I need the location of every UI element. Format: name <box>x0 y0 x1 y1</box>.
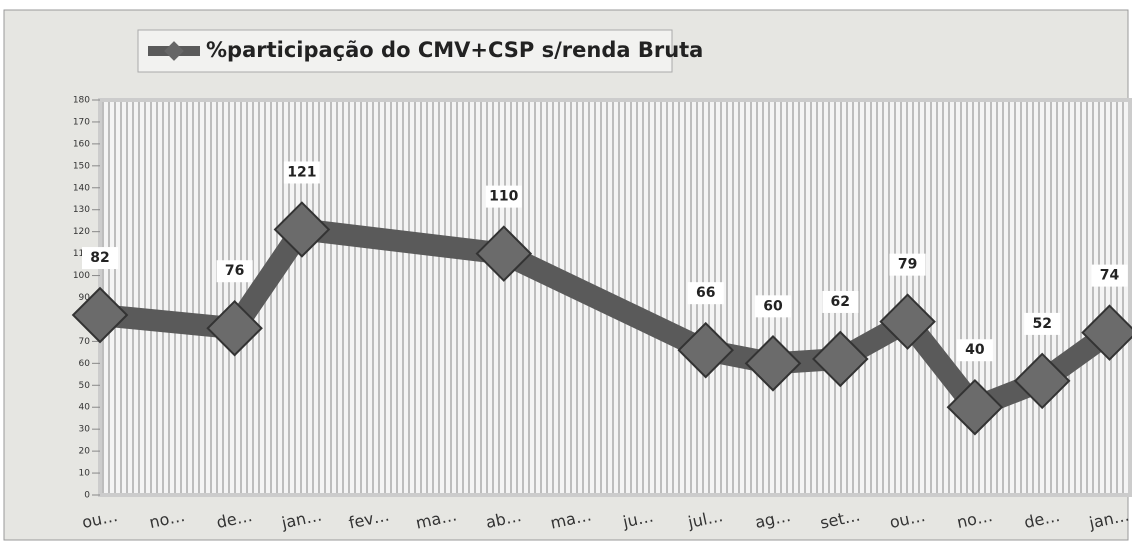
point-marker <box>206 299 263 357</box>
y-tick-label: 50 <box>79 381 91 391</box>
y-tick-label: 100 <box>73 271 90 281</box>
point-marker <box>879 293 936 350</box>
point-marker <box>475 225 533 282</box>
y-tick-label: 140 <box>73 183 90 193</box>
y-tick-label: 30 <box>79 425 91 435</box>
data-label-box <box>755 295 791 318</box>
data-label: 60 <box>763 298 783 314</box>
data-label: 79 <box>898 257 917 273</box>
y-tick-label: 150 <box>73 161 90 171</box>
data-label-box <box>822 290 859 313</box>
point-marker <box>1081 304 1132 361</box>
y-tick-label: 120 <box>73 227 90 237</box>
data-label-box <box>889 253 926 276</box>
data-label-box <box>216 260 253 283</box>
point-marker <box>273 201 331 258</box>
data-label: 62 <box>831 294 850 310</box>
y-tick-label: 90 <box>79 293 91 303</box>
point-marker <box>1013 352 1071 410</box>
data-label: 121 <box>287 164 316 180</box>
y-tick-label: 170 <box>73 117 90 127</box>
data-label: 40 <box>965 342 985 358</box>
y-tick-label: 180 <box>73 96 90 106</box>
data-label-box <box>485 185 522 208</box>
y-tick-label: 110 <box>73 249 90 259</box>
data-label: 52 <box>1032 316 1051 332</box>
data-label: 82 <box>90 250 109 266</box>
y-tick-label: 160 <box>73 139 90 149</box>
point-marker <box>946 378 1004 436</box>
data-label-box <box>687 282 724 305</box>
legend-label: %participação do CMV+CSP s/renda Bruta <box>206 38 703 62</box>
data-label-box <box>283 161 320 184</box>
point-marker <box>812 330 869 388</box>
y-tick-label: 40 <box>79 403 91 413</box>
data-label-box <box>956 339 993 362</box>
point-marker <box>744 335 802 392</box>
y-tick-label: 20 <box>79 447 91 457</box>
data-label: 66 <box>696 285 715 301</box>
y-tick-label: 0 <box>84 491 90 501</box>
data-label: 110 <box>489 189 518 205</box>
y-tick-label: 70 <box>79 337 91 347</box>
legend-box <box>137 29 673 73</box>
legend: %participação do CMV+CSP s/renda Bruta <box>137 29 703 73</box>
y-tick-label: 10 <box>79 469 91 479</box>
line-segment <box>290 218 515 265</box>
data-label-box <box>1024 312 1061 335</box>
data-label: 76 <box>225 263 244 279</box>
data-label-box <box>82 247 118 270</box>
y-tick-label: 130 <box>73 205 90 215</box>
data-label: 74 <box>1100 268 1120 284</box>
y-tick-label: 60 <box>79 359 91 369</box>
line-segment <box>492 242 717 362</box>
point-marker <box>677 321 734 379</box>
point-marker <box>71 286 129 344</box>
data-label-box <box>1091 264 1128 287</box>
